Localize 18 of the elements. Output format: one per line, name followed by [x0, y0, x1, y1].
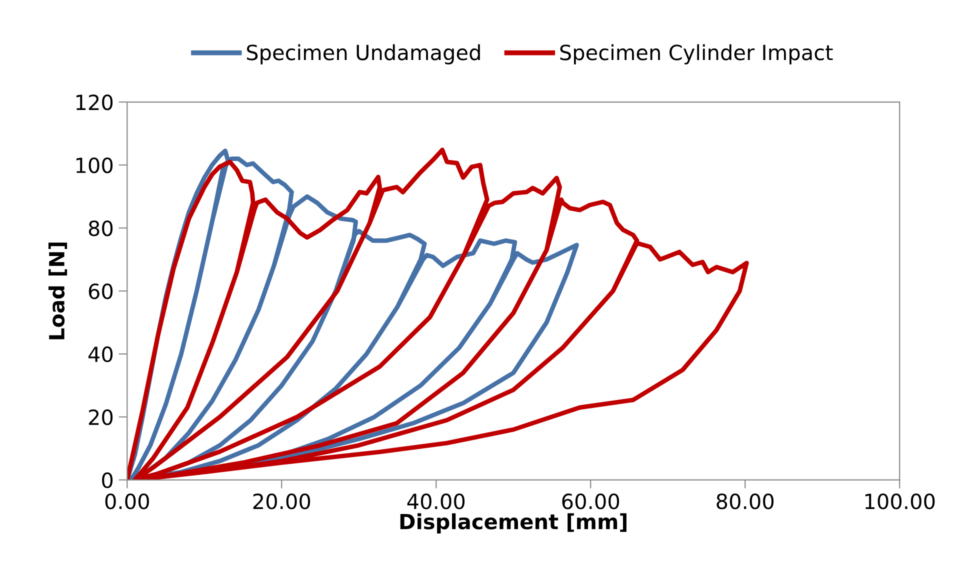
- y-tick-label: 100: [76, 157, 113, 174]
- x-tick-label: 20.00: [253, 494, 310, 510]
- x-tick-label: 80.00: [716, 494, 774, 510]
- y-tick-label: 120: [76, 94, 113, 110]
- x-tick-label: 100.00: [865, 494, 935, 510]
- x-axis-title: Displacement [mm]: [400, 513, 626, 534]
- x-tick-label: 0.00: [105, 494, 149, 510]
- x-tick-label: 60.00: [562, 494, 620, 510]
- x-tick-label: 40.00: [407, 494, 465, 510]
- line-series: [127, 148, 749, 480]
- y-tick-label: 20: [88, 409, 113, 426]
- y-tick-label: 40: [88, 346, 113, 362]
- y-tick-label: 0: [102, 472, 113, 488]
- y-tick-label: 80: [88, 220, 113, 236]
- y-axis-title: Load [N]: [48, 242, 68, 340]
- legend-label: Specimen Cylinder Impact: [560, 44, 833, 64]
- y-tick-label: 60: [88, 283, 113, 300]
- legend-label: Specimen Undamaged: [246, 44, 480, 64]
